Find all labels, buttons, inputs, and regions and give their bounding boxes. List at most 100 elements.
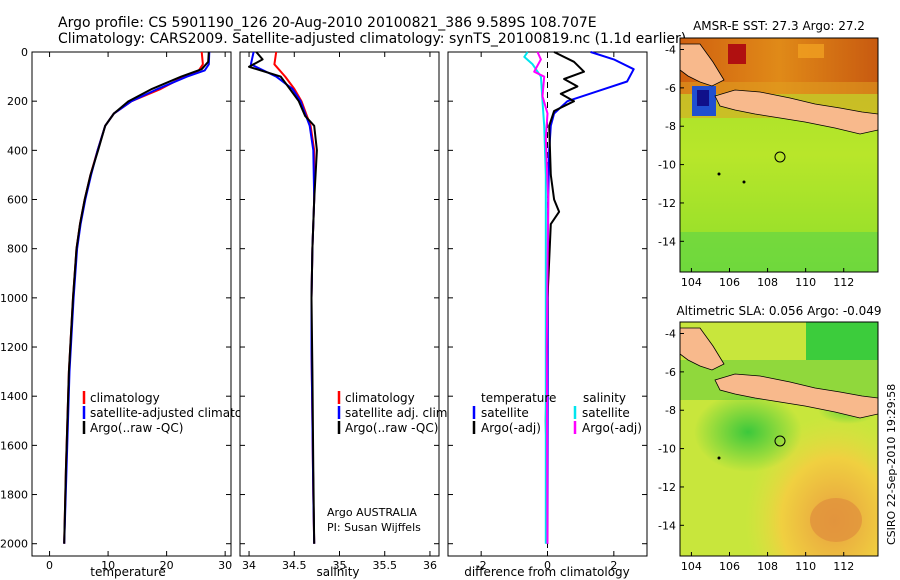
y-tick-label: -6: [665, 366, 676, 379]
y-tick-label: 200: [7, 95, 28, 108]
header-line2: Climatology: CARS2009. Satellite-adjuste…: [58, 31, 686, 47]
x-tick-label: 35.5: [372, 559, 397, 572]
island-dot: [717, 456, 721, 460]
sla-north-green: [806, 322, 878, 360]
y-tick-label: -4: [665, 44, 676, 57]
sst-map: AMSR-E SST: 27.3 Argo: 27.2 104 106 108 110…: [658, 19, 879, 289]
argo-position-marker: [774, 435, 786, 447]
difference-series: [523, 51, 635, 544]
legend-label-climatology: climatology: [345, 391, 415, 405]
island-dot: [742, 180, 746, 184]
x-tick-label: 0: [544, 559, 551, 572]
difference-legend: temperature salinity satellite Argo(-adj…: [472, 391, 642, 435]
y-tick-label: -14: [658, 235, 676, 248]
sst-map-frame: [679, 37, 879, 273]
x-tick-label: 36: [423, 559, 437, 572]
x-tick-label: 34.5: [282, 559, 307, 572]
x-tick-label: -2: [476, 559, 487, 572]
y-tick-label: 1000: [0, 292, 28, 305]
x-tick-label: 10: [101, 559, 115, 572]
sla-map-title: Altimetric SLA: 0.056 Argo: -0.049: [676, 304, 881, 318]
header-line1: Argo profile: CS 5901190_126 20-Aug-2010…: [58, 15, 597, 31]
pi-credit: PI: Susan Wijffels: [327, 521, 421, 534]
y-tick-label: 1600: [0, 439, 28, 452]
series-salinity-argo-adj: [533, 51, 550, 544]
x-tick-label: 108: [757, 276, 778, 289]
sumatra-land: [680, 327, 725, 371]
sst-warm-patch: [798, 44, 824, 58]
y-tick-label: -12: [658, 197, 676, 210]
x-tick-label: 2: [610, 559, 617, 572]
salinity-panel: 34 34.5 35 35.5 36 salinity climatology sate…: [239, 51, 451, 579]
legend-label-argo: Argo(..raw -QC): [90, 421, 183, 435]
series-temperature-argo-adj: [544, 51, 585, 544]
temperature-x-axis: 0 10 20 30: [46, 52, 232, 572]
legend-label-sal-argo: Argo(-adj): [582, 421, 642, 435]
y-tick-label: -8: [665, 404, 676, 417]
sst-cold-core: [697, 90, 709, 106]
legend-label-satellite: satellite-adjusted climatology: [90, 406, 268, 420]
argo-credit: Argo AUSTRALIA: [327, 506, 417, 519]
y-tick-label: 1400: [0, 390, 28, 403]
sst-hot-patch: [728, 44, 746, 64]
java-land: [714, 373, 878, 419]
y-tick-label: 1200: [0, 341, 28, 354]
sla-map: Altimetric SLA: 0.056 Argo: -0.049 104 10…: [658, 304, 882, 573]
y-tick-label: 1800: [0, 489, 28, 502]
x-tick-label: 110: [795, 276, 816, 289]
salinity-axes-frame: [239, 51, 440, 557]
x-tick-label: 34: [242, 559, 256, 572]
difference-panel: -2 0 2 difference from climatology tempera…: [447, 51, 648, 579]
sla-map-axes: 104 106 108 110 112 -4 -6 -8 -10 -12 -14: [658, 328, 854, 573]
series-argo-raw-qc: [248, 51, 318, 544]
temperature-panel: 0 200 400 600 800 1000 1200 1400 1600 1800 2000 0 1…: [0, 46, 268, 579]
y-tick-label: 0: [21, 46, 28, 59]
x-tick-label: 112: [833, 276, 854, 289]
y-tick-label: 2000: [0, 538, 28, 551]
x-tick-label: 108: [757, 560, 778, 573]
sla-map-frame: [679, 321, 879, 557]
y-tick-label: 800: [7, 243, 28, 256]
y-tick-label: -4: [665, 328, 676, 341]
y-tick-label: -12: [658, 481, 676, 494]
x-tick-label: 112: [833, 560, 854, 573]
legend-header-temperature: temperature: [481, 391, 556, 405]
sla-low-eddy: [694, 392, 802, 472]
x-tick-label: 30: [218, 559, 232, 572]
sst-map-axes: 104 106 108 110 112 -4 -6 -8 -10 -12 -14: [658, 44, 854, 289]
y-tick-label: -8: [665, 120, 676, 133]
y-tick-label: 600: [7, 194, 28, 207]
series-salinity-satellite: [523, 51, 547, 544]
temperature-legend: climatology satellite-adjusted climatolo…: [82, 391, 268, 435]
series-argo-raw-qc: [63, 51, 210, 544]
y-tick-label: -10: [658, 159, 676, 172]
y-tick-label: -6: [665, 82, 676, 95]
temperature-xlabel: temperature: [90, 565, 165, 579]
sla-high-core: [810, 498, 862, 542]
temperature-y-axis: 0 200 400 600 800 1000 1200 1400 1600 1800 2000: [0, 46, 231, 551]
x-tick-label: 0: [46, 559, 53, 572]
legend-label-climatology: climatology: [90, 391, 160, 405]
salinity-xlabel: salinity: [316, 565, 359, 579]
sst-south-cool-band: [680, 232, 878, 272]
x-tick-label: 106: [719, 276, 740, 289]
y-tick-label: -10: [658, 443, 676, 456]
difference-xlabel: difference from climatology: [464, 565, 630, 579]
sst-map-title: AMSR-E SST: 27.3 Argo: 27.2: [693, 19, 865, 33]
legend-label-sal-satellite: satellite: [582, 406, 630, 420]
x-tick-label: 20: [160, 559, 174, 572]
legend-label-temp-satellite: satellite: [481, 406, 529, 420]
salinity-legend: climatology satellite adj. clim. Argo(..…: [337, 391, 451, 435]
legend-label-temp-argo: Argo(-adj): [481, 421, 541, 435]
argo-position-marker: [774, 151, 786, 163]
x-tick-label: 35: [333, 559, 347, 572]
y-tick-label: 400: [7, 144, 28, 157]
x-tick-label: 106: [719, 560, 740, 573]
legend-label-argo: Argo(..raw -QC): [345, 421, 438, 435]
temperature-series: [63, 51, 211, 544]
legend-label-satellite: satellite adj. clim.: [345, 406, 451, 420]
y-tick-label: -14: [658, 519, 676, 532]
legend-header-salinity: salinity: [583, 391, 626, 405]
x-tick-label: 104: [681, 276, 702, 289]
